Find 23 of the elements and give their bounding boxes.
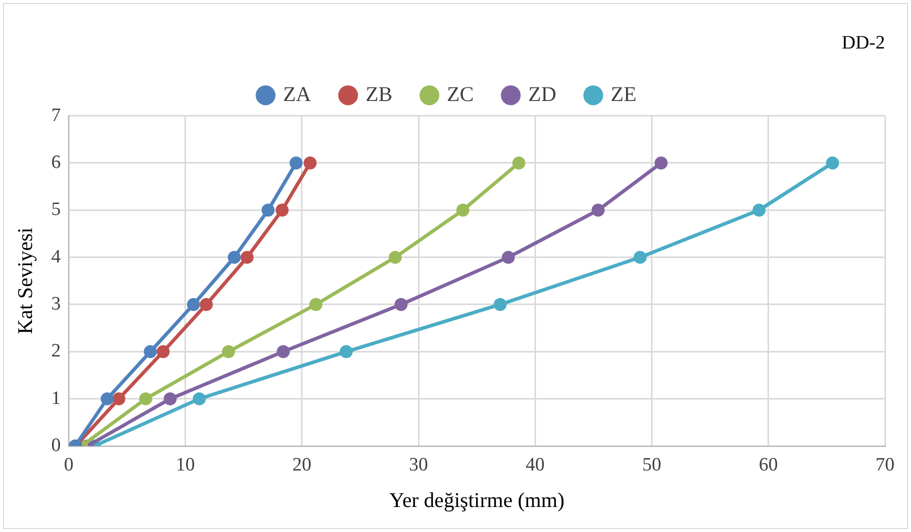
- y-axis-title: Kat Seviyesi: [13, 227, 38, 334]
- legend-label: ZD: [528, 82, 556, 106]
- x-tick-label: 30: [409, 454, 428, 476]
- y-tick-label: 1: [51, 388, 61, 409]
- x-tick-label: 60: [758, 454, 778, 476]
- x-tick-label: 40: [526, 454, 545, 476]
- y-tick-label: 3: [51, 293, 61, 314]
- x-tick-label: 50: [642, 454, 662, 476]
- y-tick-label: 2: [51, 340, 61, 362]
- y-tick-label: 5: [51, 199, 61, 220]
- legend-label: ZE: [610, 82, 636, 106]
- legend-label: ZA: [283, 82, 312, 106]
- y-tick-label: 4: [51, 246, 62, 268]
- x-tick-label: 70: [876, 454, 894, 476]
- y-tick-label: 7: [51, 104, 61, 126]
- x-axis-title: Yer değiştirme (mm): [389, 488, 564, 512]
- y-tick-label: 0: [51, 434, 61, 456]
- x-tick-label: 10: [176, 454, 195, 476]
- y-tick-label: 6: [51, 152, 61, 173]
- chart-title: DD-2: [842, 32, 885, 54]
- x-tick-label: 20: [292, 454, 312, 476]
- legend-label: ZB: [366, 82, 392, 106]
- legend-label: ZC: [446, 82, 474, 106]
